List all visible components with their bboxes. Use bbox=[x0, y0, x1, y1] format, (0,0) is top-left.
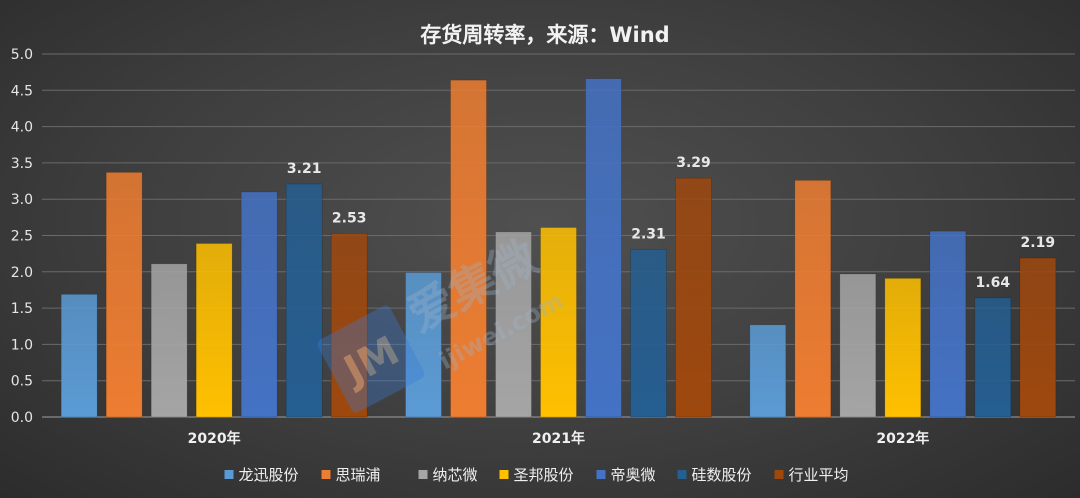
legend-swatch bbox=[774, 470, 784, 479]
bars bbox=[60, 78, 1057, 418]
bar bbox=[974, 297, 1012, 418]
y-tick-label: 4.5 bbox=[11, 83, 33, 99]
bar bbox=[240, 191, 278, 418]
y-axis-ticks: 0.0 0.5 1.0 1.5 2.0 2.5 3.0 3.5 4.0 4.5 5.0 bbox=[11, 47, 33, 426]
legend-label: 硅数股份 bbox=[692, 466, 752, 484]
bar bbox=[495, 231, 532, 418]
legend-swatch bbox=[321, 470, 331, 479]
legend-swatch bbox=[499, 470, 509, 479]
legend-swatch bbox=[418, 470, 428, 479]
watermark-logo bbox=[317, 305, 425, 413]
legend-label: 纳芯微 bbox=[433, 466, 478, 484]
bar bbox=[884, 278, 922, 418]
bar bbox=[60, 294, 98, 418]
bar bbox=[105, 172, 143, 418]
x-category-label: 2020年 bbox=[188, 430, 241, 447]
bar bbox=[195, 243, 233, 418]
bar bbox=[450, 79, 487, 418]
legend-swatch bbox=[224, 470, 234, 479]
legend-swatch bbox=[677, 470, 687, 479]
bar bbox=[285, 183, 323, 418]
y-tick-label: 3.0 bbox=[11, 192, 33, 208]
y-tick-label: 4.0 bbox=[11, 120, 33, 136]
y-tick-label: 0.0 bbox=[11, 410, 33, 426]
y-tick-label: 3.5 bbox=[11, 156, 33, 172]
y-tick-label: 1.5 bbox=[11, 301, 33, 317]
bar bbox=[540, 227, 577, 418]
bar bbox=[405, 272, 442, 418]
legend-label: 思瑞浦 bbox=[336, 466, 381, 484]
bar bbox=[585, 78, 622, 418]
bar bbox=[630, 248, 667, 418]
data-label: 2.53 bbox=[332, 210, 367, 226]
data-label: 3.21 bbox=[287, 161, 322, 177]
y-tick-label: 2.0 bbox=[11, 265, 33, 281]
data-label: 2.31 bbox=[631, 226, 666, 242]
legend-label: 帝奥微 bbox=[611, 466, 656, 484]
data-label: 1.64 bbox=[976, 275, 1011, 291]
legend-label: 行业平均 bbox=[789, 466, 849, 484]
bar bbox=[839, 273, 877, 418]
bar bbox=[1019, 257, 1057, 418]
y-tick-label: 2.5 bbox=[11, 229, 33, 245]
y-tick-label: 5.0 bbox=[11, 47, 33, 63]
legend-swatch bbox=[596, 470, 606, 479]
chart-title: 存货周转率，来源：Wind bbox=[420, 23, 669, 47]
bar bbox=[794, 180, 832, 418]
x-category-label: 2022年 bbox=[876, 430, 929, 447]
bar bbox=[929, 230, 967, 418]
legend-label: 龙迅股份 bbox=[239, 466, 299, 484]
legend-label: 圣邦股份 bbox=[514, 466, 574, 484]
y-tick-label: 0.5 bbox=[11, 374, 33, 390]
x-axis-categories: 2020年 2021年 2022年 bbox=[188, 430, 930, 447]
data-labels: 3.21 2.53 2.31 3.29 1.64 2.19 bbox=[287, 155, 1055, 291]
bar bbox=[150, 263, 188, 418]
legend: 龙迅股份 思瑞浦 纳芯微 圣邦股份 帝奥微 硅数股份 行业平均 bbox=[224, 466, 849, 484]
data-label: 3.29 bbox=[676, 155, 711, 171]
bar bbox=[749, 324, 787, 418]
x-category-label: 2021年 bbox=[532, 430, 585, 447]
bar bbox=[330, 233, 368, 418]
bar bbox=[675, 177, 712, 418]
data-label: 2.19 bbox=[1021, 235, 1056, 251]
y-tick-label: 1.0 bbox=[11, 337, 33, 353]
